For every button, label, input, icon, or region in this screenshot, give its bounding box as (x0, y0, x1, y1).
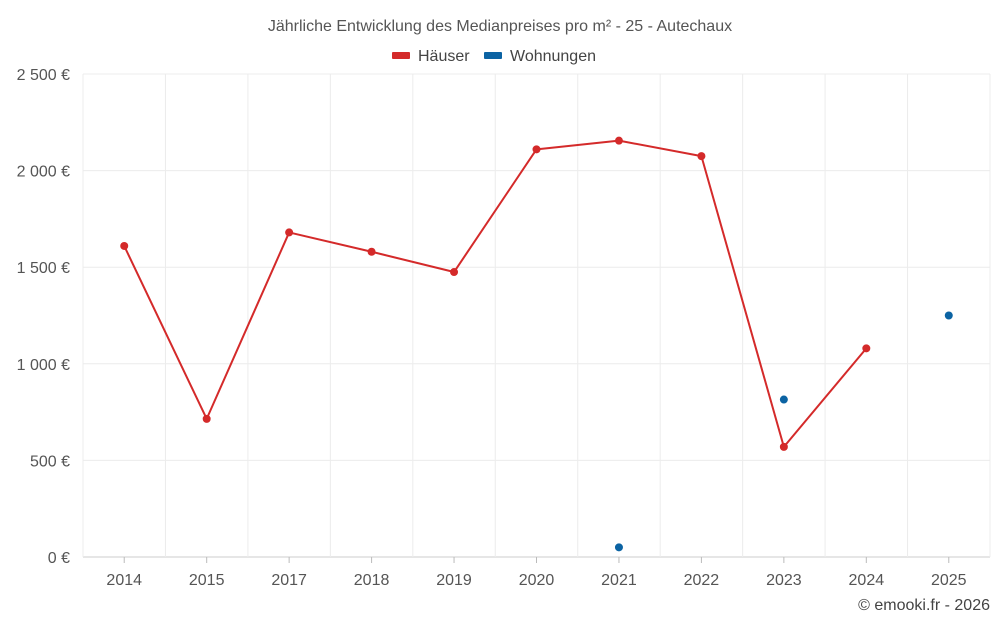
x-axis-ticks: 2014 2015 2017 2018 2019 2020 2021 2022 2023 2024… (106, 557, 967, 589)
data-point[interactable] (614, 543, 623, 552)
x-tick-label: 2022 (684, 572, 720, 589)
grid (82, 73, 991, 558)
data-point[interactable] (779, 395, 788, 404)
y-tick-label: 1 500 € (17, 260, 70, 277)
credit-text: © emooki.fr - 2026 (858, 597, 990, 614)
x-tick-label: 2015 (189, 572, 225, 589)
data-point[interactable] (285, 228, 294, 237)
x-tick-label: 2018 (354, 572, 390, 589)
x-tick-label: 2017 (271, 572, 307, 589)
series-line (123, 139, 868, 448)
legend-swatch-haeuser (392, 52, 410, 59)
data-point[interactable] (450, 268, 459, 277)
data-point[interactable] (862, 344, 871, 353)
series-1 (614, 311, 953, 552)
data-point[interactable] (202, 414, 211, 423)
series-layer (120, 136, 953, 552)
legend-label-haeuser[interactable]: Häuser (418, 48, 470, 65)
data-point[interactable] (697, 152, 706, 161)
data-point[interactable] (367, 247, 376, 256)
y-tick-label: 2 500 € (17, 67, 70, 84)
data-point[interactable] (779, 442, 788, 451)
y-tick-label: 2 000 € (17, 164, 70, 181)
x-tick-label: 2023 (766, 572, 802, 589)
data-point[interactable] (944, 311, 953, 320)
x-tick-label: 2024 (849, 572, 885, 589)
legend-label-wohnungen[interactable]: Wohnungen (510, 48, 596, 65)
x-tick-label: 2019 (436, 572, 472, 589)
legend: Häuser Wohnungen (392, 48, 596, 65)
data-point[interactable] (532, 145, 541, 154)
y-tick-label: 0 € (48, 550, 70, 567)
x-tick-label: 2020 (519, 572, 555, 589)
x-tick-label: 2014 (106, 572, 142, 589)
y-axis-ticks: 0 € 500 € 1 000 € 1 500 € 2 000 € 2 500 € (17, 67, 70, 567)
series-0 (120, 136, 871, 451)
data-point[interactable] (614, 136, 623, 145)
data-point[interactable] (120, 241, 129, 250)
chart-title: Jährliche Entwicklung des Medianpreises … (268, 18, 732, 35)
x-tick-label: 2021 (601, 572, 637, 589)
x-tick-label: 2025 (931, 572, 967, 589)
y-tick-label: 1 000 € (17, 357, 70, 374)
y-tick-label: 500 € (30, 453, 70, 470)
legend-swatch-wohnungen (484, 52, 502, 59)
